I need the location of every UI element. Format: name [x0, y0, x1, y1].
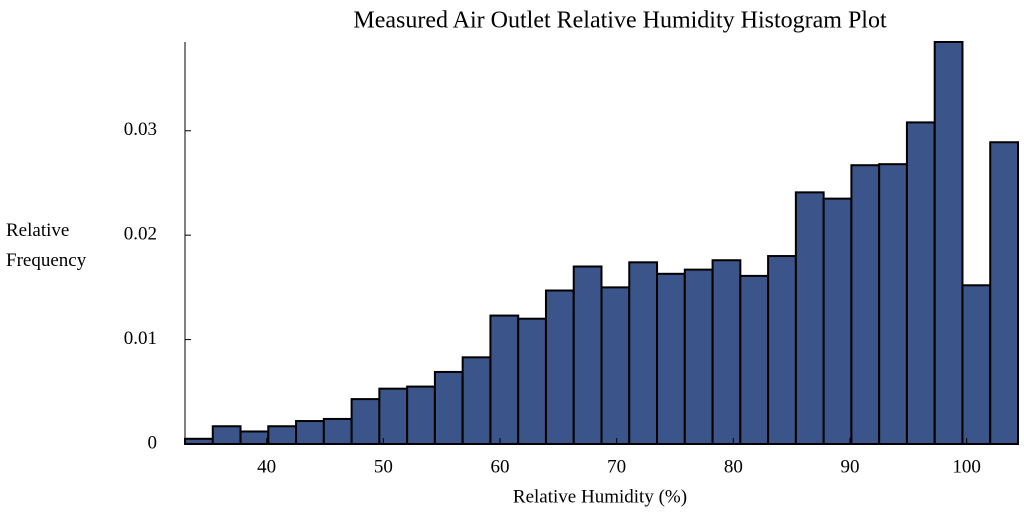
bar — [600, 286, 631, 445]
x-tick-label: 50 — [374, 456, 393, 477]
x-tick-label: 100 — [952, 456, 981, 477]
bar — [878, 163, 908, 445]
x-tick-label: 70 — [607, 456, 626, 477]
y-tick-label: 0 — [148, 432, 158, 453]
bar — [961, 284, 992, 445]
bar — [517, 317, 547, 445]
bar — [489, 314, 520, 445]
bar — [295, 420, 325, 445]
bar — [850, 164, 881, 445]
bar — [267, 425, 298, 446]
bar — [211, 425, 242, 446]
bar — [989, 141, 1020, 446]
y-axis-label: Relative Frequency — [6, 220, 87, 271]
bar — [239, 430, 270, 445]
y-tick-label: 0.03 — [124, 119, 157, 140]
bar — [933, 41, 964, 445]
x-tick-label: 80 — [724, 456, 743, 477]
bar — [739, 274, 770, 445]
bar — [184, 437, 214, 446]
bar — [683, 268, 714, 445]
bar — [433, 370, 464, 445]
bar — [322, 417, 353, 445]
x-axis-label: Relative Humidity (%) — [513, 486, 687, 507]
x-tick-label: 60 — [491, 456, 510, 477]
bar — [767, 255, 797, 445]
bar — [461, 356, 492, 445]
bar — [628, 261, 659, 446]
y-tick-label: 0.02 — [124, 224, 157, 245]
bar — [905, 121, 936, 446]
y-tick-label: 0.01 — [124, 328, 157, 349]
bar — [406, 385, 436, 446]
bar — [656, 272, 686, 446]
bar — [822, 197, 853, 445]
x-tick-label: 40 — [257, 456, 276, 477]
bar — [572, 265, 603, 445]
bar — [544, 289, 575, 445]
bar — [350, 398, 381, 445]
bar — [711, 259, 742, 445]
x-tick-label: 90 — [841, 456, 860, 477]
bar — [794, 191, 825, 445]
bar — [378, 387, 409, 445]
chart-title: Measured Air Outlet Relative Humidity Hi… — [353, 8, 887, 34]
